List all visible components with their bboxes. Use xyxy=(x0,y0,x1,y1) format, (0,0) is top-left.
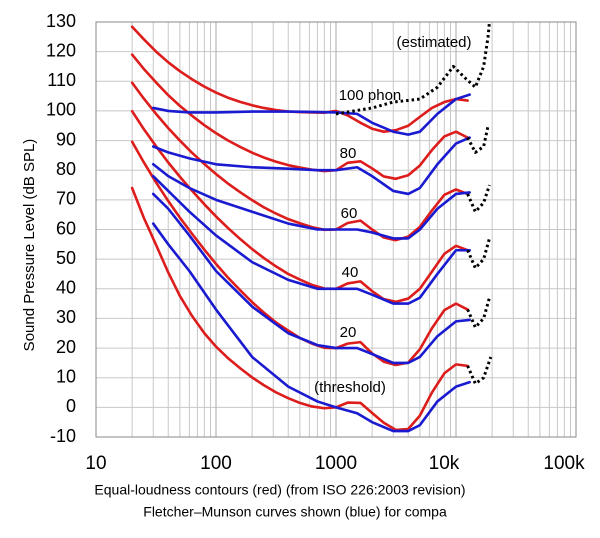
estimated-curve xyxy=(466,237,491,270)
y-tick-label: 20 xyxy=(56,337,76,357)
y-tick-label: 130 xyxy=(46,11,76,31)
curve xyxy=(151,162,471,240)
x-axis-title: Equal-loudness contours (red) (from ISO … xyxy=(94,482,465,498)
annotation: 80 xyxy=(340,145,357,162)
x-tick-label: 10 xyxy=(85,453,106,474)
estimated-curve xyxy=(466,125,490,154)
y-tick-label: 80 xyxy=(56,159,76,179)
plot-frame xyxy=(95,21,577,438)
curve xyxy=(151,174,471,305)
y-tick-label: 50 xyxy=(56,248,76,268)
y-tick-label: 10 xyxy=(56,366,76,386)
annotation: 60 xyxy=(341,205,358,222)
estimated-curve xyxy=(466,356,493,386)
curve xyxy=(130,81,469,242)
y-tick-label: 70 xyxy=(56,189,76,209)
curve xyxy=(130,186,469,432)
x-tick-label: 100 xyxy=(200,453,232,474)
y-tick-label: 90 xyxy=(56,129,76,149)
annotation: 40 xyxy=(342,264,359,281)
y-tick-label: 120 xyxy=(46,40,76,60)
curve xyxy=(151,222,471,433)
curve xyxy=(151,93,471,136)
x-tick-label: 10k xyxy=(429,453,460,474)
estimated-curve xyxy=(466,184,491,214)
y-tick-label: 30 xyxy=(56,307,76,327)
estimated-curve xyxy=(335,21,491,116)
x-axis-title: Fletcher–Munson curves shown (blue) for … xyxy=(143,504,447,520)
y-axis-title: Sound Pressure Level (dB SPL) xyxy=(21,139,38,352)
annotation: 20 xyxy=(340,324,357,341)
y-tick-label: 0 xyxy=(66,396,76,416)
annotation: 100 phon xyxy=(339,87,402,104)
curve xyxy=(151,136,471,196)
annotation: (threshold) xyxy=(314,379,386,396)
estimated-curve xyxy=(466,297,491,329)
x-tick-label: 1000 xyxy=(315,453,357,474)
y-tick-label: 60 xyxy=(56,218,76,238)
curve xyxy=(151,192,471,365)
y-tick-label: 40 xyxy=(56,278,76,298)
y-tick-label: 100 xyxy=(46,100,76,120)
y-tick-label: 110 xyxy=(47,70,76,90)
annotation: (estimated) xyxy=(396,34,471,51)
x-tick-label: 100k xyxy=(543,453,585,474)
y-tick-label: -10 xyxy=(50,426,76,446)
